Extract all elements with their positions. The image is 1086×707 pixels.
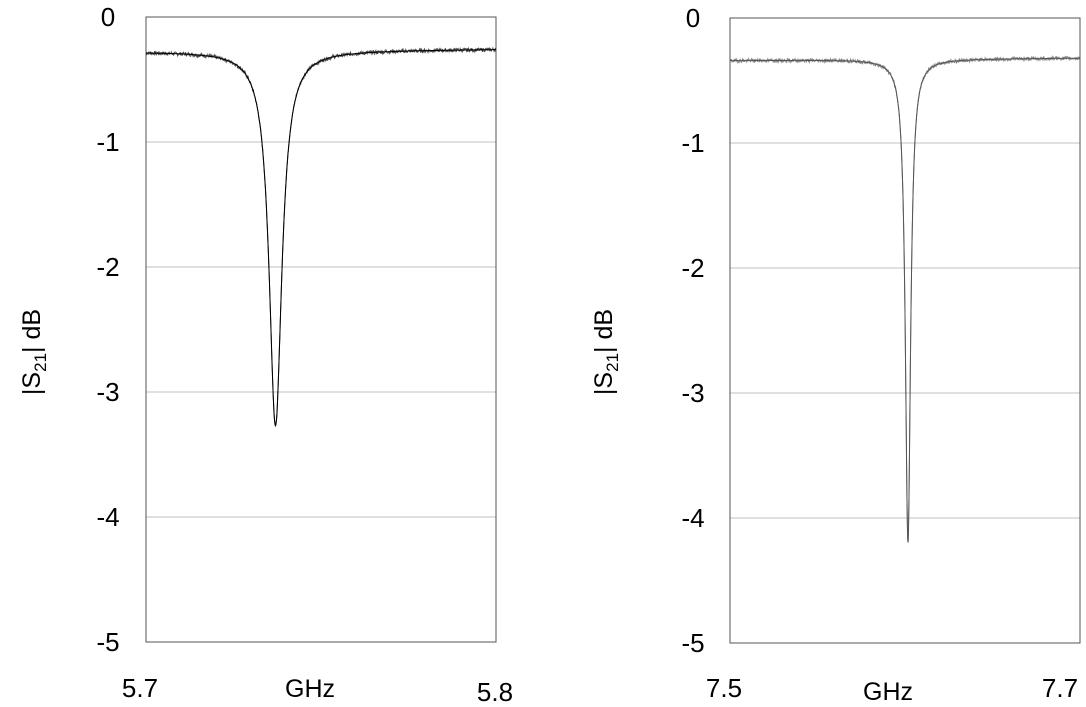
y-axis-title-main: |S [590,372,618,395]
y-axis-tick-labels: 0 -1 -2 -3 -4 -5 [681,3,704,658]
y-tick-label: -2 [681,253,704,283]
y-tick-label: -1 [681,128,704,158]
x-axis-title: GHz [863,678,913,706]
y-tick-label: -2 [96,252,119,282]
y-tick-label: -5 [96,627,119,657]
y-axis-title-tail: | dB [590,309,618,353]
y-axis-title-subscript: 21 [31,353,50,372]
x-axis-title: GHz [285,675,335,703]
y-axis-title: |S21| dB [590,309,622,395]
y-tick-label: -4 [96,502,119,532]
measured-trace [145,46,497,426]
chart-right-7-6ghz: 0 -1 -2 -3 -4 -5 7.5 7.7 GHz |S21| dB [590,3,1081,706]
y-axis-title-subscript: 21 [603,353,622,372]
y-tick-label: -4 [681,503,704,533]
y-axis-title-tail: | dB [18,309,46,353]
y-axis-title-main: |S [18,372,46,395]
fit-curve [146,49,497,428]
x-tick-label-max: 5.8 [477,677,513,707]
x-tick-label-max: 7.7 [1042,673,1078,703]
plot-area [145,16,497,643]
gridlines [146,141,496,518]
y-axis-title: |S21| dB [18,309,50,395]
chart-left-5-8ghz: 0 -1 -2 -3 -4 -5 5.7 5.8 GHz |S21| dB [18,2,513,707]
y-tick-label: 0 [686,3,700,33]
gridlines [730,142,1080,519]
y-tick-label: -3 [96,377,119,407]
measured-trace [729,55,1081,543]
x-tick-label-min: 5.7 [122,673,158,703]
y-axis-tick-labels: 0 -1 -2 -3 -4 -5 [96,2,119,657]
y-tick-label: -3 [681,378,704,408]
y-tick-label: 0 [101,2,115,32]
y-tick-label: -5 [681,628,704,658]
y-tick-label: -1 [96,127,119,157]
x-tick-label-min: 7.5 [706,673,742,703]
plot-area [729,17,1081,644]
